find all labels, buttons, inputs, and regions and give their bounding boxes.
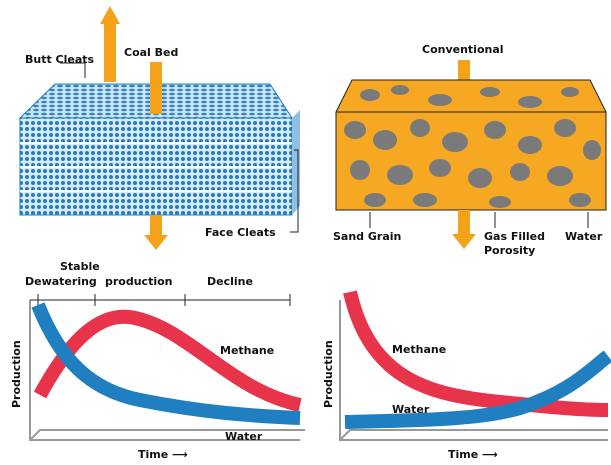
coal-block	[20, 6, 300, 250]
phase-label: Dewatering	[25, 275, 97, 288]
label: Porosity	[484, 244, 535, 257]
conventional-chart	[340, 292, 608, 440]
curve-label: Water	[225, 430, 263, 443]
conventional-block	[336, 60, 606, 249]
axis-label: Time ⟶	[138, 448, 188, 461]
coal-chart	[30, 294, 305, 440]
axis-label: Production	[322, 340, 335, 408]
label: Butt Cleats	[25, 53, 95, 66]
curve-label: Water	[392, 403, 430, 416]
label: Sand Grain	[333, 230, 401, 243]
phase-label: Decline	[207, 275, 253, 288]
label: Gas Filled	[484, 230, 545, 243]
label: Conventional	[422, 43, 504, 56]
axis-label: Time ⟶	[448, 448, 498, 461]
axis-label: Production	[10, 340, 23, 408]
curve-label: Methane	[392, 343, 446, 356]
page: Butt Cleats Coal Bed Face Cleats Convent…	[0, 0, 611, 465]
phase-label: production	[105, 275, 173, 288]
label: Water	[565, 230, 603, 243]
label: Coal Bed	[124, 46, 178, 59]
curve-label: Methane	[220, 344, 274, 357]
label: Face Cleats	[205, 226, 276, 239]
phase-label: Stable	[60, 260, 100, 273]
diagram: Butt Cleats Coal Bed Face Cleats Convent…	[0, 0, 611, 465]
